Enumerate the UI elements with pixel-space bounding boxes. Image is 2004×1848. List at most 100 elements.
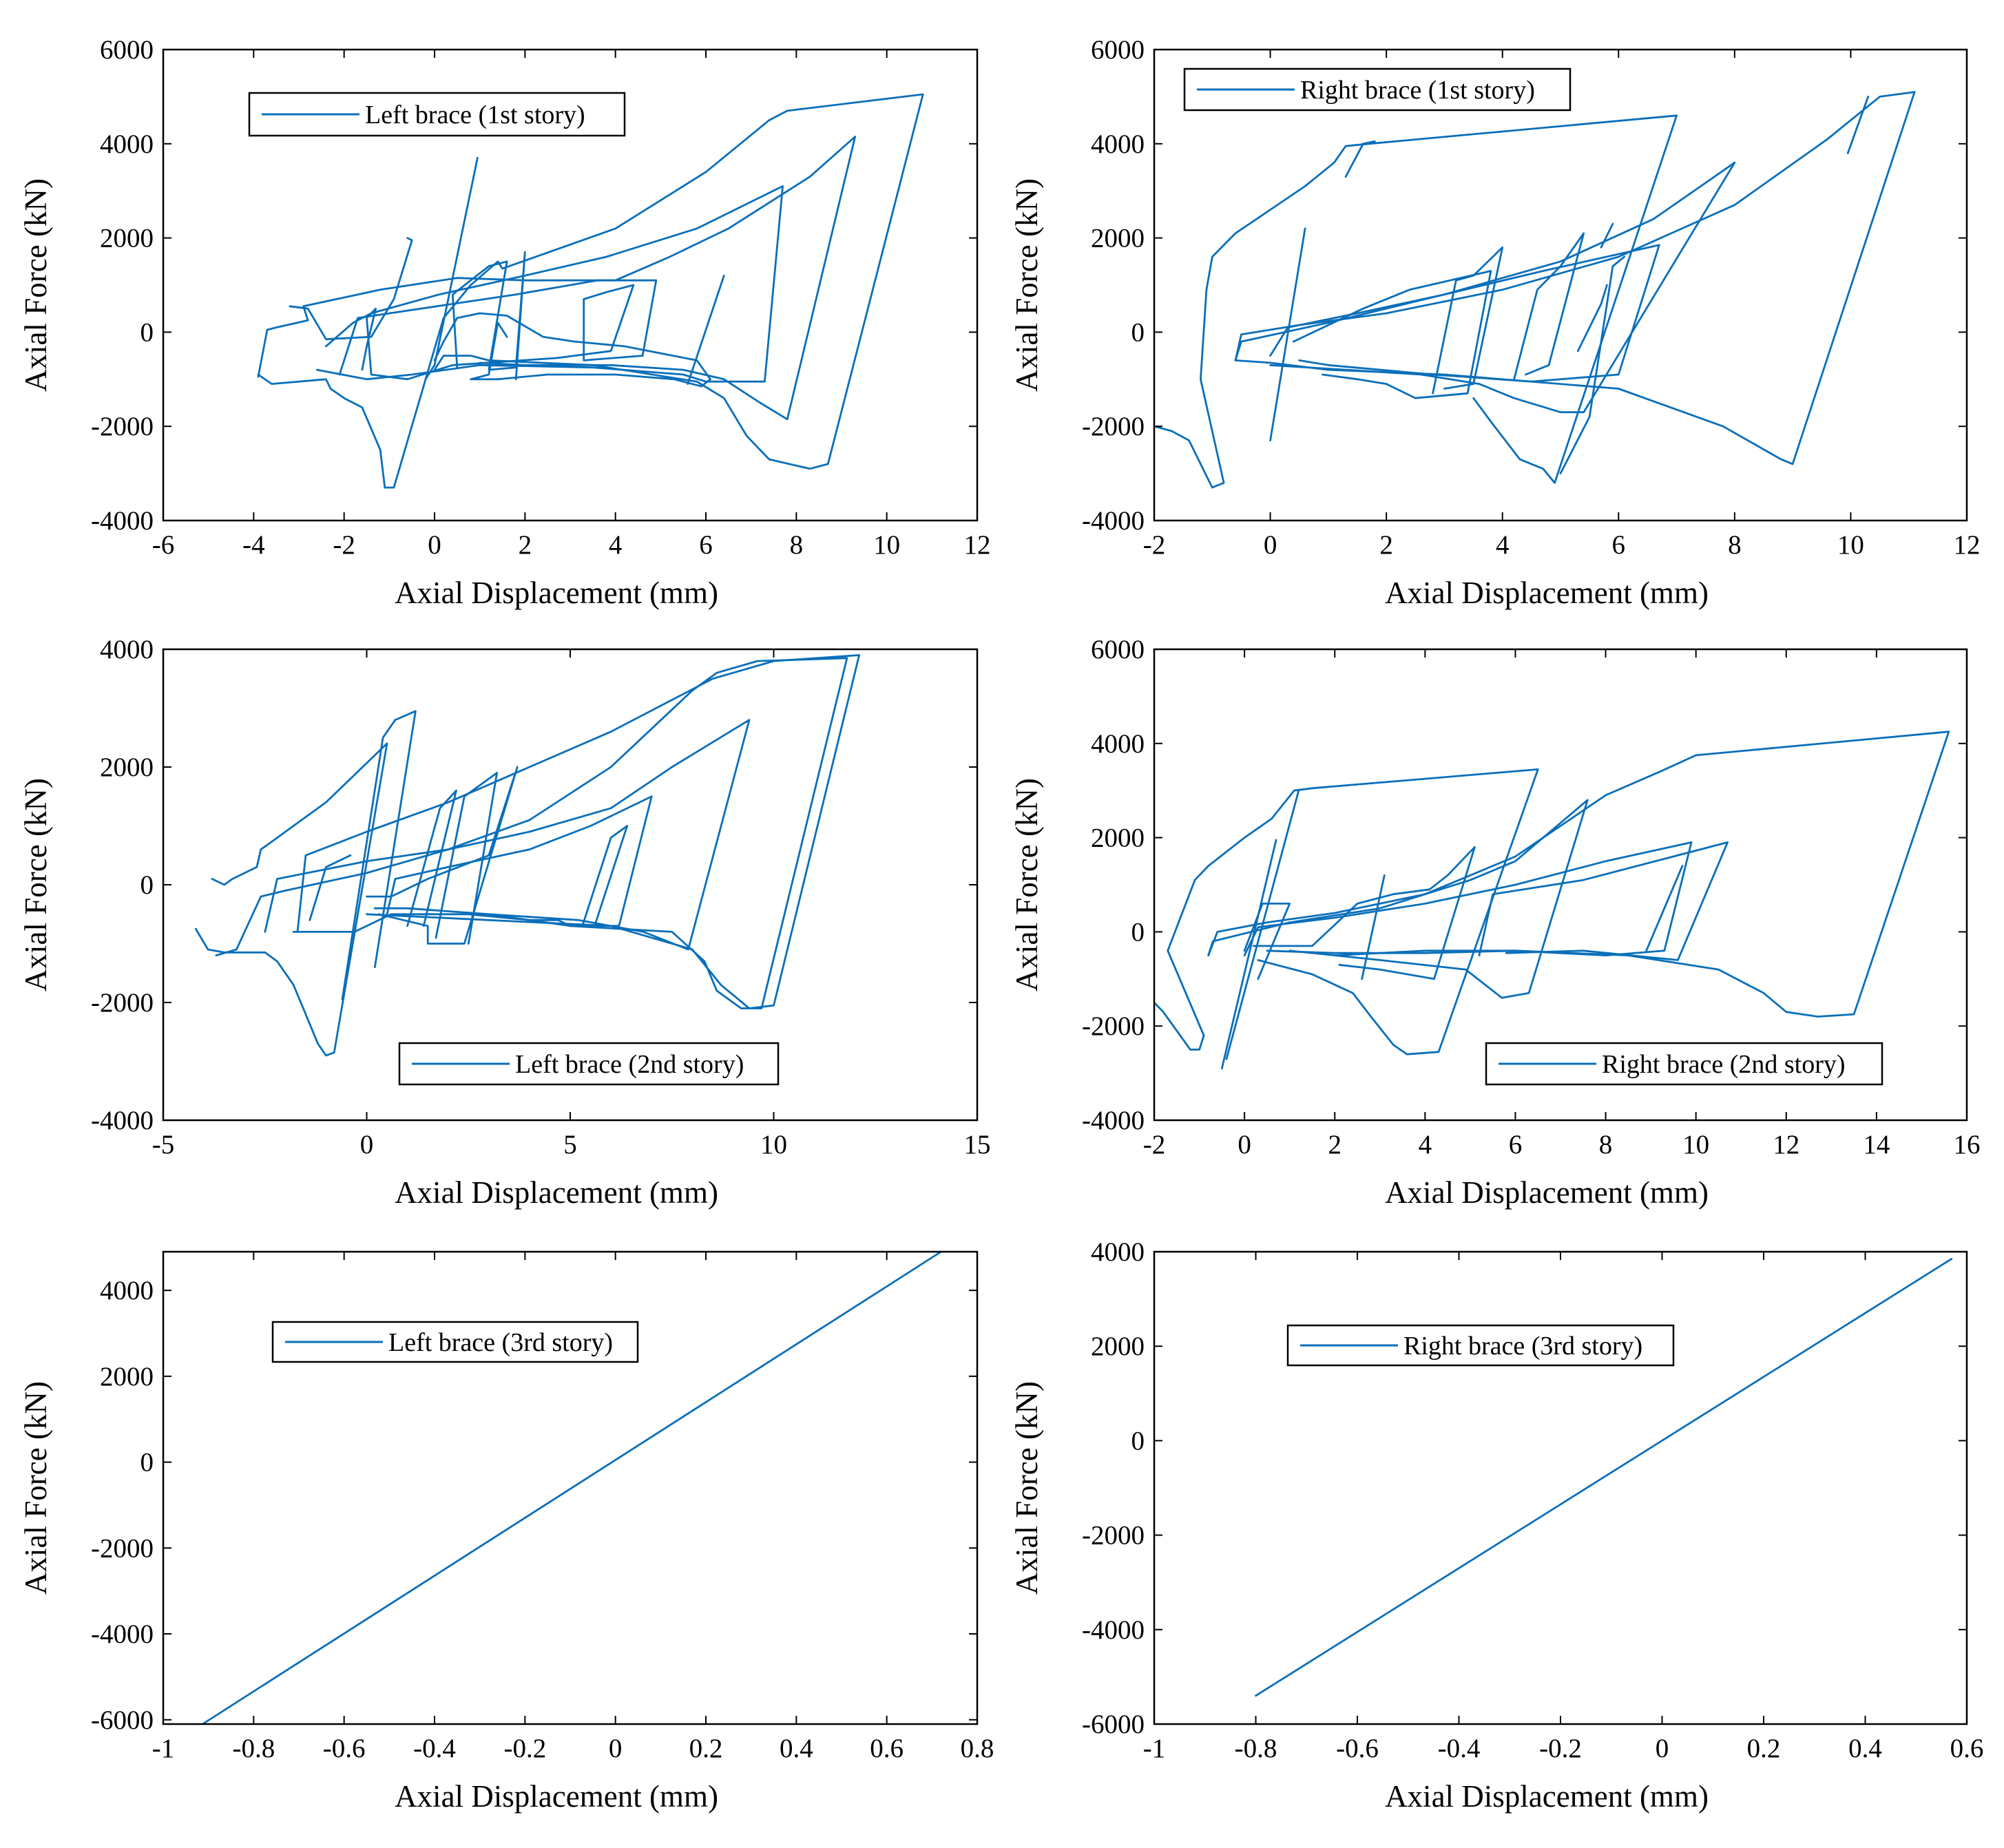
x-tick-label: 6 <box>699 530 713 560</box>
y-tick-label: -2000 <box>91 1533 154 1563</box>
series-line-line <box>201 1252 942 1724</box>
series-line-loop-e <box>1269 244 1660 383</box>
legend: Left brace (1st story) <box>248 92 626 137</box>
x-tick-label: 0.6 <box>870 1734 904 1763</box>
x-tick-label: 2 <box>1328 1130 1342 1159</box>
y-tick-label: -2000 <box>1082 412 1145 441</box>
series-group <box>257 93 924 489</box>
y-tick-label: 0 <box>1131 317 1145 347</box>
x-tick-label: 5 <box>563 1130 577 1159</box>
x-tick-label: -6 <box>152 530 175 560</box>
series-line-loop-d <box>1234 161 1736 414</box>
x-tick-label: -2 <box>1143 1130 1166 1159</box>
x-tick-label: -1 <box>152 1734 175 1763</box>
y-tick-label: -4000 <box>91 506 154 536</box>
y-axis-label: Axial Force (kN) <box>19 778 53 991</box>
series-line-spike-1 <box>341 710 417 1001</box>
series-line-spike-4 <box>1846 96 1870 154</box>
series-line-loop-b <box>257 136 857 421</box>
x-tick-label: 0 <box>1656 1734 1669 1763</box>
series-line-spike-small <box>451 251 526 381</box>
y-tick-label: -6000 <box>91 1705 154 1735</box>
x-tick-label: -0.6 <box>323 1734 366 1763</box>
series-line-loop-e <box>433 312 711 388</box>
x-tick-label: 0.4 <box>780 1734 813 1763</box>
x-tick-label: 10 <box>873 530 900 560</box>
x-tick-label: 16 <box>1954 1130 1981 1159</box>
x-tick-label: -0.8 <box>1235 1734 1277 1763</box>
y-tick-label: 6000 <box>100 35 154 65</box>
plot-frame <box>1153 48 1968 522</box>
series-line-loop-a <box>1154 114 1678 489</box>
y-tick-label: 6000 <box>1091 35 1145 65</box>
y-tick-label: -2000 <box>1082 1521 1145 1551</box>
series-line-loop-b <box>1344 140 1376 178</box>
legend-label: Right brace (1st story) <box>1300 76 1535 105</box>
y-tick-label: 4000 <box>100 1276 154 1305</box>
y-tick-label: 4000 <box>1091 729 1145 759</box>
legend-box <box>271 1321 639 1363</box>
series-line-loop-d <box>1243 841 1693 956</box>
chart-panel-1: -6 -4 -2 0 2 4 6 8 10 12 -4000 -2000 0 2000 4000 6000 Ax… <box>19 35 991 610</box>
series-line-spike-2 <box>406 789 457 927</box>
series-line-loop-g <box>1432 246 1504 395</box>
y-tick-label: 4000 <box>1091 1237 1145 1267</box>
series-group <box>1154 91 1916 489</box>
x-tick-label: -0.4 <box>413 1734 456 1763</box>
legend-label: Left brace (1st story) <box>365 101 585 129</box>
x-tick-label: -0.2 <box>1539 1734 1582 1763</box>
x-axis-label: Axial Displacement (mm) <box>395 576 718 610</box>
y-tick-label: -4000 <box>1082 1106 1145 1135</box>
y-tick-label: -4000 <box>1082 506 1145 536</box>
x-tick-label: 0 <box>1264 530 1277 560</box>
series-group <box>194 654 860 1057</box>
y-tick-label: -2000 <box>91 412 154 441</box>
legend: Right brace (2nd story) <box>1485 1042 1883 1086</box>
x-tick-label: 14 <box>1863 1130 1890 1159</box>
chart-panel-2: -2 0 2 4 6 8 10 12 -4000 -2000 0 2000 4000 6000 Axial … <box>1010 35 1981 610</box>
y-tick-label: -4000 <box>91 1106 154 1135</box>
legend-label: Right brace (3rd story) <box>1403 1332 1642 1361</box>
series-line-spike-2 <box>1600 222 1614 249</box>
series-line-spike-5 <box>1645 865 1684 952</box>
plot-frame <box>162 1250 979 1725</box>
x-tick-label: 0 <box>360 1130 374 1159</box>
series-line-spike-3 <box>581 825 629 927</box>
x-tick-label: -1 <box>1143 1734 1166 1763</box>
series-line-spike-4 <box>1361 874 1386 980</box>
x-tick-label: 15 <box>964 1130 991 1159</box>
series-line-spike-5 <box>1576 284 1608 353</box>
y-tick-label: 2000 <box>1091 224 1145 253</box>
series-line-line <box>1255 1257 1953 1697</box>
series-line-loop-h <box>1513 232 1585 381</box>
x-tick-label: 0.4 <box>1848 1734 1882 1763</box>
y-axis-label: Axial Force (kN) <box>1010 178 1044 392</box>
series-line-loop-c <box>315 185 784 383</box>
x-tick-label: 8 <box>1599 1130 1613 1159</box>
chart-panel-4: -2 0 2 4 6 8 10 12 14 16 -4000 -2000 0 2000 4000 6000 Ax… <box>1010 635 1981 1210</box>
y-axis-label: Axial Force (kN) <box>1010 1381 1044 1595</box>
series-line-spike-4 <box>309 854 352 921</box>
y-tick-label: 2000 <box>100 1362 154 1392</box>
x-tick-label: -0.4 <box>1438 1734 1481 1763</box>
y-tick-label: 4000 <box>100 635 154 664</box>
x-tick-label: 0.6 <box>1950 1734 1984 1763</box>
legend-label: Left brace (2nd story) <box>515 1050 744 1079</box>
x-tick-label: 2 <box>1379 530 1393 560</box>
x-tick-label: 0 <box>609 1734 623 1763</box>
y-tick-label: 6000 <box>1091 635 1145 664</box>
y-tick-label: 2000 <box>100 753 154 782</box>
series-line-spike-right <box>687 274 725 385</box>
x-tick-label: 10 <box>1837 530 1864 560</box>
y-tick-label: -6000 <box>1082 1710 1145 1739</box>
series-line-spike-1 <box>1220 839 1277 1070</box>
y-tick-label: -2000 <box>1082 1011 1145 1041</box>
series-line-loop-f <box>1292 270 1492 399</box>
x-tick-label: -2 <box>333 530 355 560</box>
series-line-loop-c <box>296 654 860 1009</box>
legend-label: Right brace (2nd story) <box>1602 1050 1846 1079</box>
legend: Right brace (1st story) <box>1183 67 1572 112</box>
series-line-spike-1 <box>1269 227 1306 442</box>
x-tick-label: 2 <box>519 530 532 560</box>
